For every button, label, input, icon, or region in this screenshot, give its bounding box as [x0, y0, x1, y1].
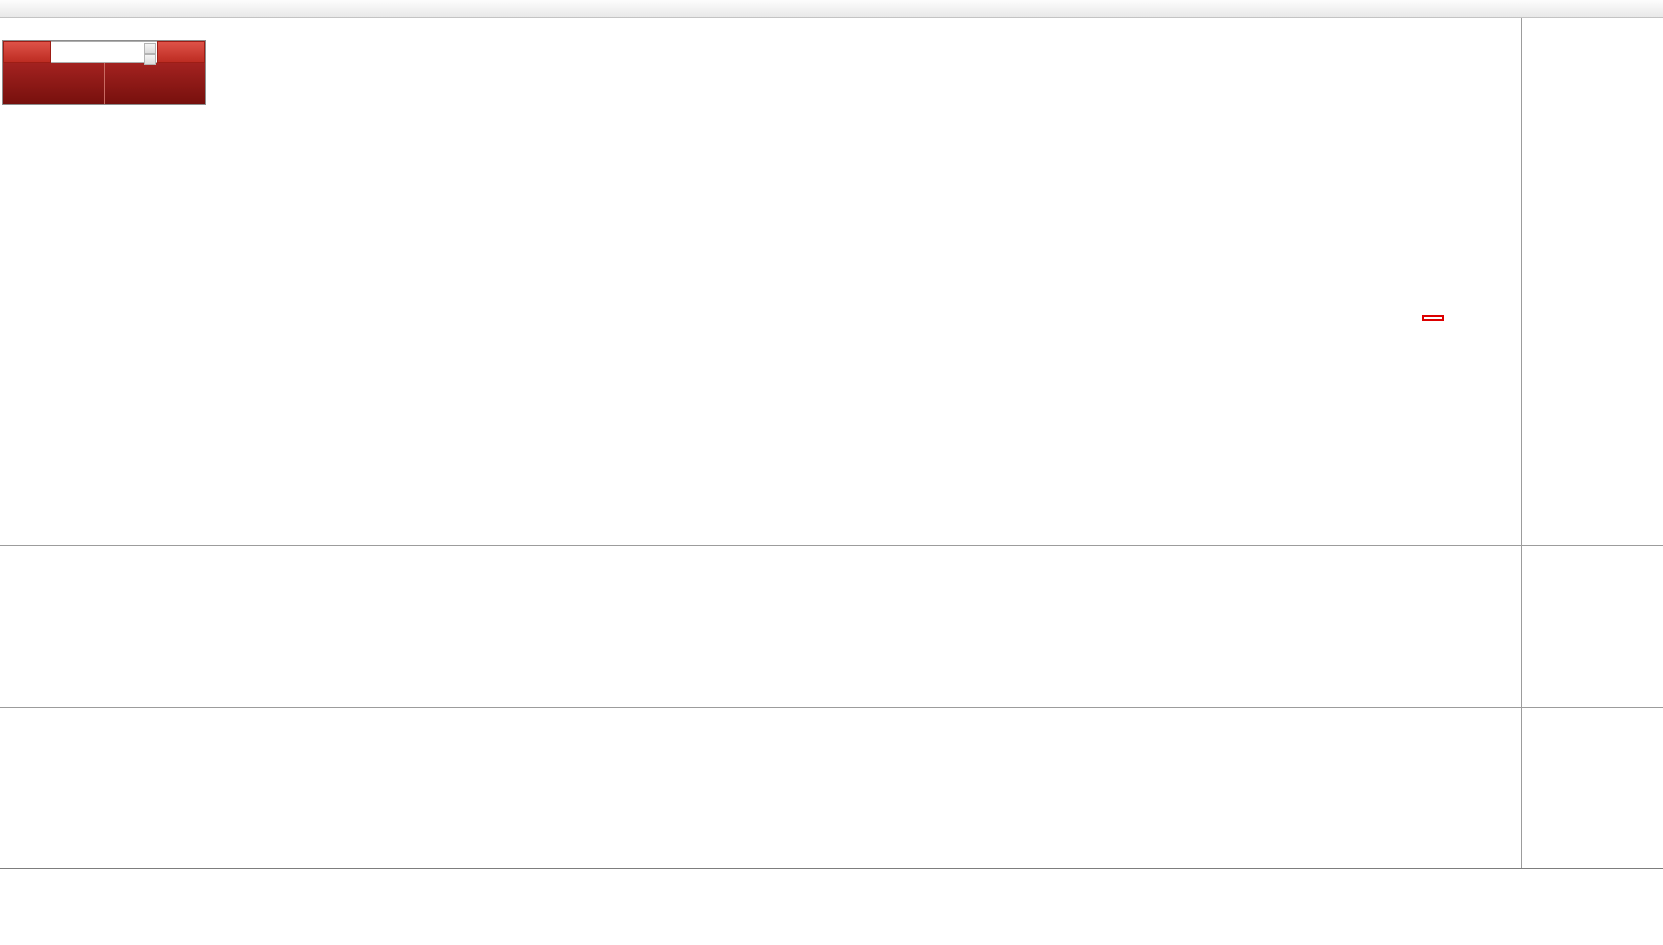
volume-decrease-button[interactable]	[144, 54, 156, 65]
price-axis-separator	[1521, 18, 1522, 868]
time-axis-line	[0, 868, 1663, 869]
rsi-panel-canvas[interactable]	[0, 708, 1521, 868]
rsi-window-splitter[interactable]	[0, 707, 1663, 708]
toolbar	[0, 0, 1663, 18]
buy-price[interactable]	[105, 63, 206, 104]
one-click-trading-panel	[2, 40, 206, 105]
buy-button[interactable]	[157, 41, 205, 63]
sell-price[interactable]	[3, 63, 104, 104]
bid-ask-display	[3, 63, 205, 104]
volume-increase-button[interactable]	[144, 43, 156, 54]
macd-window-splitter[interactable]	[0, 545, 1663, 546]
price-divider	[103, 63, 105, 104]
main-chart-canvas[interactable]	[0, 18, 1521, 545]
volume-spinner	[144, 43, 156, 65]
price-alert-label[interactable]	[1422, 315, 1444, 321]
volume-stepper[interactable]	[51, 41, 157, 65]
macd-panel-canvas[interactable]	[0, 546, 1521, 707]
sell-button[interactable]	[3, 41, 51, 63]
